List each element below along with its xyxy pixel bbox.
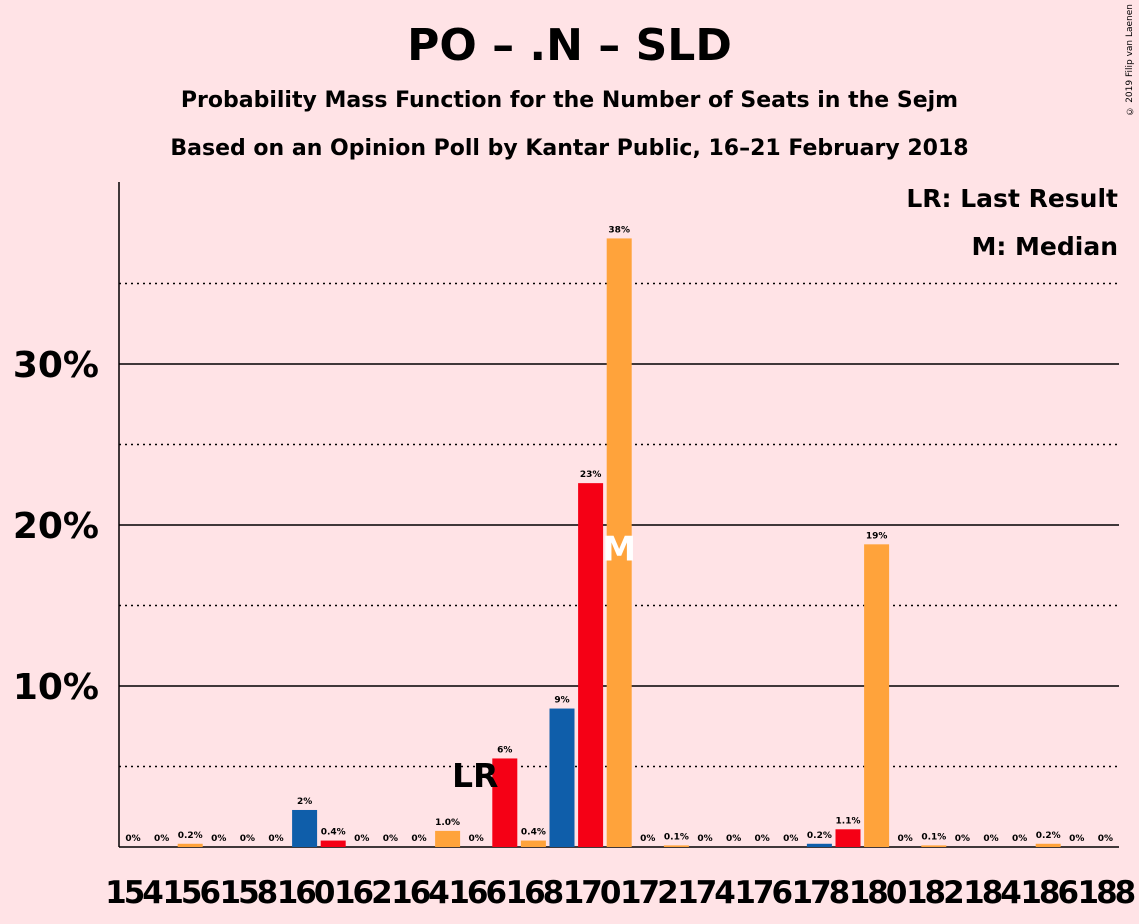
bar-value-label: 19% — [866, 531, 888, 541]
x-tick-label: 154 — [105, 875, 163, 911]
bar-seats-171 — [606, 238, 632, 848]
bar-seats-173 — [663, 845, 689, 847]
x-tick-label: 180 — [849, 875, 907, 911]
y-tick-label: 30% — [13, 345, 99, 386]
median-marker: M — [602, 529, 636, 569]
bar-value-label: 0.4% — [321, 828, 346, 838]
y-tick-label: 20% — [13, 506, 99, 547]
bar-seats-178 — [806, 843, 832, 847]
bar-value-label: 0.1% — [921, 832, 946, 842]
bar-value-label: 1.0% — [435, 818, 460, 828]
bar-seats-156 — [177, 843, 203, 847]
y-tick-label: 10% — [13, 667, 99, 708]
bar-seats-179 — [835, 829, 861, 847]
bar-value-label: 0% — [783, 834, 798, 844]
x-tick-label: 174 — [677, 875, 735, 911]
bar-seats-168 — [520, 840, 546, 847]
chart-subtitle-source: Based on an Opinion Poll by Kantar Publi… — [170, 136, 969, 161]
bar-value-label: 0% — [211, 834, 226, 844]
bar-value-label: 0.2% — [1036, 831, 1061, 841]
bar-value-label: 0% — [955, 834, 970, 844]
bar-value-label: 0% — [1098, 834, 1113, 844]
bar-seats-180 — [864, 544, 890, 847]
bar-value-label: 0% — [125, 834, 140, 844]
legend-median: M: Median — [971, 232, 1118, 261]
bar-value-label: 0% — [983, 834, 998, 844]
x-tick-label: 158 — [220, 875, 277, 911]
chart-title: PO – .N – SLD — [407, 20, 732, 71]
bar-value-label: 0% — [1069, 834, 1084, 844]
x-tick-label: 160 — [277, 875, 335, 911]
bar-seats-167 — [492, 758, 518, 847]
bar-value-label: 0% — [697, 834, 712, 844]
bar-seats-169 — [549, 708, 575, 847]
bar-value-label: 0.4% — [521, 828, 546, 838]
bar-value-label: 0% — [268, 834, 283, 844]
bar-value-label: 0% — [726, 834, 741, 844]
x-tick-label: 172 — [620, 875, 676, 911]
legend-last-result: LR: Last Result — [906, 184, 1118, 213]
x-tick-label: 178 — [792, 875, 849, 911]
bar-seats-161 — [320, 840, 346, 847]
bar-value-label: 1.1% — [836, 816, 861, 826]
bar-value-label: 0.1% — [664, 832, 689, 842]
bar-value-label: 0.2% — [807, 831, 832, 841]
bar-value-label: 0% — [383, 834, 398, 844]
bar-value-label: 38% — [608, 225, 630, 235]
x-tick-label: 168 — [506, 875, 563, 911]
x-tick-label: 186 — [1020, 875, 1077, 911]
bar-seats-186 — [1035, 843, 1061, 847]
x-tick-label: 182 — [906, 875, 962, 911]
bar-value-label: 23% — [580, 470, 602, 480]
last-result-marker: LR — [452, 756, 498, 795]
x-tick-label: 176 — [734, 875, 791, 911]
bar-value-label: 6% — [497, 745, 512, 755]
chart-subtitle: Probability Mass Function for the Number… — [180, 88, 959, 113]
bar-value-label: 0% — [240, 834, 255, 844]
bar-value-label: 0% — [469, 834, 484, 844]
bar-value-label: 0.2% — [178, 831, 203, 841]
x-tick-label: 170 — [563, 875, 621, 911]
bar-seats-182 — [921, 845, 947, 847]
bar-value-label: 2% — [297, 797, 312, 807]
bar-value-label: 0% — [755, 834, 770, 844]
bar-value-label: 0% — [411, 834, 426, 844]
bar-value-label: 9% — [554, 696, 569, 706]
x-tick-label: 184 — [963, 875, 1021, 911]
x-tick-label: 164 — [391, 875, 449, 911]
x-tick-label: 156 — [162, 875, 219, 911]
bar-seats-165 — [435, 830, 461, 847]
x-tick-label: 188 — [1078, 875, 1135, 911]
bar-value-label: 0% — [154, 834, 169, 844]
x-tick-label: 162 — [334, 875, 390, 911]
bar-seats-160 — [292, 809, 318, 847]
bar-value-label: 0% — [354, 834, 369, 844]
x-tick-label: 166 — [448, 875, 505, 911]
bar-value-label: 0% — [1012, 834, 1027, 844]
bar-seats-170 — [578, 483, 604, 847]
bar-value-label: 0% — [640, 834, 655, 844]
bar-value-label: 0% — [898, 834, 913, 844]
